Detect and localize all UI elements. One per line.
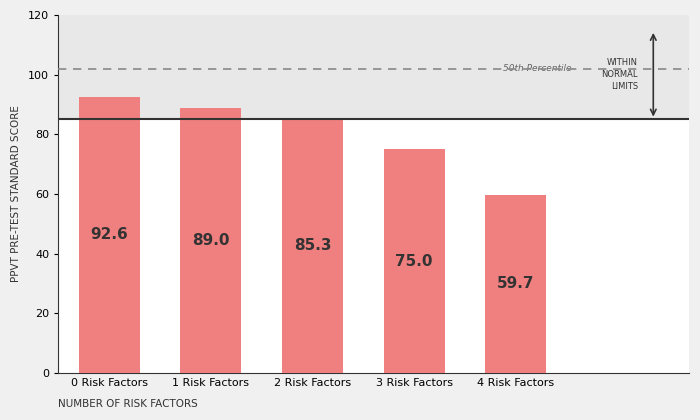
Bar: [181, 108, 241, 373]
Text: 89.0: 89.0: [192, 233, 230, 248]
Bar: [58, 15, 689, 119]
Bar: [485, 195, 547, 373]
Text: 50th Percentile: 50th Percentile: [503, 64, 572, 73]
Text: 92.6: 92.6: [90, 227, 128, 242]
Text: WITHIN
NORMAL
LIMITS: WITHIN NORMAL LIMITS: [601, 58, 638, 91]
Bar: [282, 118, 343, 373]
Y-axis label: PPVT PRE-TEST STANDARD SCORE: PPVT PRE-TEST STANDARD SCORE: [11, 105, 21, 283]
X-axis label: NUMBER OF RISK FACTORS: NUMBER OF RISK FACTORS: [58, 399, 198, 409]
Text: 75.0: 75.0: [395, 254, 433, 269]
Bar: [384, 149, 444, 373]
Text: 59.7: 59.7: [497, 276, 535, 291]
Bar: [78, 97, 139, 373]
Text: 85.3: 85.3: [294, 238, 331, 253]
